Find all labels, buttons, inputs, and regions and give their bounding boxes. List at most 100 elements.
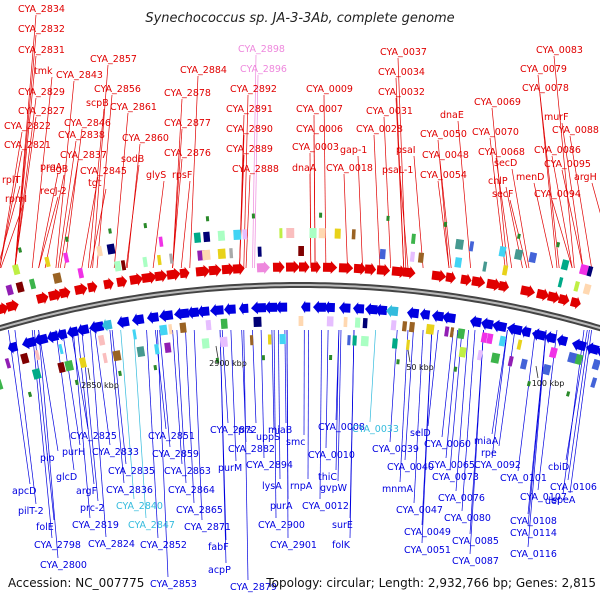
reverse-gene-arrow bbox=[339, 301, 351, 315]
connector-line bbox=[189, 75, 199, 269]
reverse-gene-label: gvpW bbox=[320, 483, 348, 494]
forward-gene-label: CYA_2837 bbox=[60, 150, 107, 161]
reverse-gene-label: prs bbox=[238, 425, 253, 436]
connector-line bbox=[38, 329, 59, 452]
connector-line bbox=[57, 140, 77, 269]
reverse-gene-label: CYA_0106 bbox=[550, 482, 597, 493]
connector-line bbox=[313, 134, 316, 269]
forward-gene-label: tmk bbox=[34, 66, 53, 77]
connector-line bbox=[252, 329, 257, 424]
cog-block-forward bbox=[233, 229, 242, 240]
forward-gene-label: CYA_2860 bbox=[122, 133, 169, 144]
connector-line bbox=[176, 329, 187, 484]
reverse-gene-label: speA bbox=[552, 495, 576, 506]
reverse-gene-label: cbiD bbox=[548, 462, 569, 473]
connector-line bbox=[64, 128, 83, 269]
reverse-gene-label: CYA_2853 bbox=[150, 579, 197, 590]
connector-line bbox=[539, 93, 560, 269]
connector-line bbox=[14, 116, 37, 269]
connector-line bbox=[0, 204, 24, 269]
genome-summary-text: Topology: circular; Length: 2,932,766 bp… bbox=[265, 576, 596, 590]
reverse-gene-label: CYA_2901 bbox=[270, 540, 317, 551]
cog-block-forward bbox=[203, 231, 211, 243]
forward-gene-arrow bbox=[547, 291, 560, 304]
connector-line bbox=[491, 329, 508, 435]
connector-line bbox=[33, 329, 55, 521]
rna-marker-reverse bbox=[565, 391, 571, 397]
forward-gene-label: argH bbox=[574, 172, 597, 183]
reverse-gene-label: folK bbox=[332, 540, 351, 551]
forward-gene-label: CYA_2832 bbox=[18, 24, 65, 35]
connector-line bbox=[111, 329, 127, 465]
cog-block-forward bbox=[96, 245, 103, 257]
connector-line bbox=[81, 329, 99, 502]
connector-line bbox=[511, 168, 530, 269]
cog-block-forward bbox=[501, 264, 509, 276]
forward-gene-arrow bbox=[74, 282, 88, 296]
connector-line bbox=[8, 329, 31, 485]
cog-block-reverse bbox=[326, 316, 334, 327]
reverse-gene-label: CYA_2900 bbox=[258, 520, 305, 531]
cog-block-forward bbox=[351, 229, 356, 240]
reverse-gene-label: miaA bbox=[474, 436, 499, 447]
reverse-gene-label: lysA bbox=[262, 481, 282, 492]
connector-line bbox=[445, 329, 459, 459]
reverse-gene-arrow bbox=[197, 305, 210, 318]
reverse-gene-arrow bbox=[251, 301, 267, 315]
connector-line bbox=[427, 329, 439, 427]
scale-tick bbox=[535, 365, 539, 379]
cog-block-reverse bbox=[542, 363, 552, 376]
reverse-gene-arrow bbox=[132, 313, 145, 327]
cog-block-reverse bbox=[390, 320, 397, 331]
reverse-gene-label: CYA_0040 bbox=[387, 462, 434, 473]
cog-block-forward bbox=[286, 227, 295, 239]
connector-line bbox=[109, 329, 125, 484]
connector-line bbox=[92, 64, 109, 269]
connector-line bbox=[399, 329, 409, 483]
reverse-gene-arrow bbox=[301, 300, 311, 314]
connector-line bbox=[461, 329, 476, 512]
rna-marker-reverse bbox=[453, 366, 458, 372]
forward-gene-label: CYA_2878 bbox=[164, 88, 211, 99]
reverse-gene-label: fabF bbox=[208, 542, 229, 553]
cog-block-forward bbox=[217, 248, 226, 260]
connector-line bbox=[90, 329, 107, 538]
reverse-gene-label: apcD bbox=[12, 486, 36, 497]
cog-block-reverse bbox=[132, 329, 137, 340]
scale-label: 100 kbp bbox=[532, 379, 565, 388]
forward-gene-label: CYA_2892 bbox=[230, 84, 277, 95]
forward-gene-label: CYA_0070 bbox=[472, 127, 519, 138]
forward-gene-arrow bbox=[285, 260, 300, 274]
cog-block-forward bbox=[28, 278, 37, 290]
cog-block-reverse bbox=[456, 328, 466, 340]
forward-gene-label: CYA_0006 bbox=[296, 124, 343, 135]
reverse-gene-arrow bbox=[47, 330, 60, 344]
forward-gene-arrow bbox=[232, 262, 245, 276]
rna-marker-forward bbox=[108, 228, 112, 234]
cog-block-reverse bbox=[102, 352, 108, 364]
connector-line bbox=[413, 329, 424, 504]
reverse-gene-label: CYA_2882 bbox=[228, 444, 275, 455]
reverse-gene-label: def bbox=[545, 496, 561, 507]
cog-block-forward bbox=[318, 228, 326, 239]
connector-line bbox=[252, 54, 257, 269]
cog-block-reverse bbox=[220, 318, 228, 330]
scale-label: 2850 kbp bbox=[81, 381, 119, 390]
cog-block-reverse bbox=[31, 368, 42, 380]
reverse-gene-label: CYA_2872 bbox=[210, 425, 257, 436]
connector-line bbox=[152, 180, 165, 269]
connector-line bbox=[441, 329, 454, 438]
forward-gene-arrow bbox=[221, 262, 235, 276]
cog-block-reverse bbox=[567, 351, 578, 364]
cog-block-reverse bbox=[57, 361, 66, 374]
forward-gene-label: secF bbox=[492, 189, 513, 200]
forward-gene-arrow bbox=[154, 269, 168, 283]
forward-gene-label: CYA_2845 bbox=[80, 166, 127, 177]
reverse-gene-label: CYA_0033 bbox=[352, 424, 399, 435]
reverse-gene-label: purM bbox=[218, 463, 242, 474]
cog-block-reverse bbox=[405, 339, 411, 350]
cog-block-reverse bbox=[444, 326, 450, 337]
reverse-gene-label: CYA_2871 bbox=[184, 522, 231, 533]
connector-line bbox=[0, 185, 21, 261]
